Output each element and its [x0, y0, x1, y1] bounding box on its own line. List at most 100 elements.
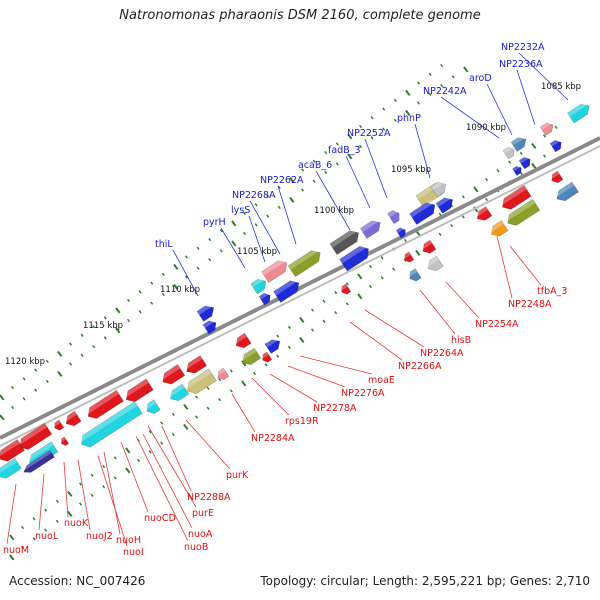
tick-mark — [266, 214, 270, 218]
forward-gene-label: acaB_6 — [298, 160, 332, 171]
gene-block — [84, 389, 124, 419]
reverse-gene-label: rps19R — [285, 416, 319, 427]
tick-mark — [67, 490, 73, 497]
tick-mark — [508, 160, 512, 164]
gene-block — [167, 383, 190, 401]
tick-mark — [428, 72, 432, 76]
forward-gene-label: NP2268A — [232, 190, 276, 201]
gene-block — [59, 436, 70, 447]
gene-block — [77, 401, 143, 448]
reverse-gene-label: nuoA — [188, 529, 213, 540]
tick-mark — [219, 249, 223, 253]
tick-mark — [32, 517, 36, 521]
gene-block — [339, 283, 352, 295]
tick-mark — [20, 545, 25, 550]
tick-mark — [231, 220, 237, 227]
gene-block — [339, 242, 369, 272]
scale-label: 1085 kbp — [541, 82, 581, 92]
reverse-gene-label: nuoM — [3, 545, 29, 556]
reverse-gene-label: purK — [226, 470, 249, 481]
tick-mark — [102, 484, 106, 489]
tick-mark — [161, 292, 165, 297]
tick-mark — [22, 377, 26, 381]
tick-mark — [276, 354, 280, 358]
tick-marks — [0, 63, 558, 561]
gene-block — [0, 458, 22, 479]
leader-line — [231, 393, 256, 433]
tick-mark — [450, 223, 454, 228]
reverse-gene-label: nuoI — [123, 547, 144, 558]
tick-mark — [428, 92, 432, 96]
tick-mark — [0, 414, 5, 421]
tick-mark — [173, 263, 179, 270]
tick-mark — [102, 464, 106, 469]
leader-line — [287, 365, 346, 388]
tick-mark — [113, 456, 117, 460]
tick-mark — [148, 450, 152, 454]
leader-line — [248, 215, 266, 263]
tick-mark — [0, 394, 5, 401]
tick-mark — [80, 333, 84, 337]
tick-mark — [403, 238, 407, 243]
tick-mark — [78, 502, 83, 506]
leader-line — [518, 52, 569, 101]
tick-mark — [125, 447, 131, 454]
tick-mark — [417, 81, 420, 85]
gene-block — [430, 179, 447, 198]
tick-mark — [195, 415, 198, 419]
gene-block — [329, 227, 359, 256]
tick-mark — [126, 318, 130, 323]
forward-gene-label: NP2232A — [501, 42, 545, 53]
tick-mark — [9, 534, 15, 541]
tick-mark — [393, 118, 397, 123]
scale-labels: 1085 kbp 1090 kbp 1095 kbp 1100 kbp 1105 kbp… — [5, 82, 581, 367]
gene-block — [264, 336, 281, 354]
leader-line — [185, 419, 231, 470]
tick-mark — [440, 83, 444, 88]
scale-label: 1100 kbp — [314, 206, 354, 216]
tick-mark — [542, 134, 547, 138]
tick-mark — [438, 212, 442, 216]
tick-mark — [301, 168, 304, 172]
tick-mark — [380, 276, 384, 280]
gene-block — [387, 208, 400, 225]
backbone-line — [0, 136, 600, 440]
tick-mark — [185, 275, 188, 279]
tick-mark — [393, 98, 397, 103]
tick-mark — [44, 508, 48, 512]
leader-line — [445, 281, 480, 319]
tick-mark — [324, 150, 328, 155]
leader-line — [147, 425, 197, 508]
tick-mark — [218, 397, 222, 402]
tick-mark — [206, 386, 210, 390]
tick-mark — [208, 237, 212, 242]
gene-block — [122, 378, 154, 403]
gene-block — [424, 255, 444, 272]
gene-block — [258, 291, 271, 306]
leader-line — [220, 227, 246, 269]
tick-mark — [55, 499, 59, 504]
tick-mark — [173, 283, 179, 290]
tick-mark — [369, 264, 372, 269]
forward-gene-label: NP2236A — [499, 59, 543, 70]
tick-mark — [115, 307, 121, 314]
tick-mark — [473, 186, 479, 193]
tick-mark — [359, 144, 362, 149]
tick-mark — [440, 63, 444, 68]
scale-label: 1110 kbp — [160, 285, 200, 295]
tick-mark — [195, 395, 198, 399]
tick-mark — [370, 136, 374, 140]
tick-mark — [137, 458, 140, 463]
leader-line — [486, 83, 513, 136]
tick-mark — [138, 290, 142, 294]
gene-block — [567, 100, 590, 124]
tick-mark — [183, 403, 189, 410]
tick-mark — [438, 232, 442, 236]
tick-mark — [208, 257, 212, 262]
scale-label: 1115 kbp — [83, 321, 123, 331]
tick-mark — [241, 360, 247, 367]
leader-line — [277, 185, 297, 245]
reverse-gene-label: NP2288A — [187, 492, 231, 503]
tick-mark — [34, 388, 38, 392]
tick-mark — [44, 528, 48, 532]
